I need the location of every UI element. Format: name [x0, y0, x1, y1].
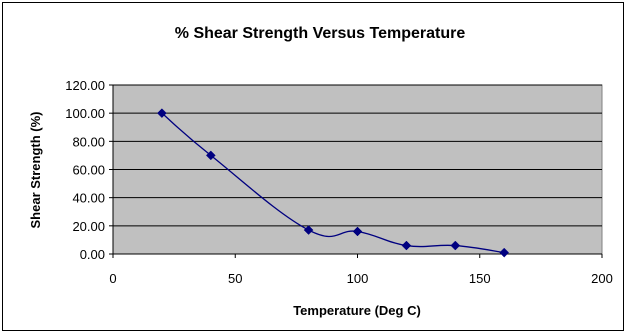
data-point-marker: [205, 150, 216, 161]
y-tick-label: 0.00: [80, 247, 105, 262]
y-tick-label: 40.00: [72, 191, 105, 206]
x-axis-title: Temperature (Deg C): [293, 303, 421, 318]
chart-title: % Shear Strength Versus Temperature: [175, 25, 466, 42]
y-tick-labels: 0.00 20.00 40.00 60.00 80.00 100.00 120.00: [65, 78, 105, 262]
y-tick-label: 100.00: [65, 106, 105, 121]
x-tick-label: 150: [469, 271, 491, 286]
y-tick-label: 80.00: [72, 134, 105, 149]
data-point-marker: [401, 240, 412, 251]
data-point-marker: [157, 108, 167, 119]
x-tick-label: 200: [591, 271, 613, 286]
series-group: [157, 108, 510, 258]
axes: [109, 84, 603, 258]
grid-lines: [113, 84, 602, 227]
data-point-marker: [303, 225, 314, 235]
y-tick-label: 60.00: [72, 163, 105, 178]
x-tick-label: 50: [228, 271, 242, 286]
y-tick-label: 20.00: [72, 219, 105, 234]
x-tick-labels: 0 50 100 150 200: [109, 271, 612, 286]
y-axis-title: Shear Strength (%): [28, 111, 43, 228]
x-tick-label: 100: [347, 271, 369, 286]
data-point-marker: [352, 226, 363, 237]
y-tick-label: 120.00: [65, 78, 105, 93]
data-point-marker: [450, 240, 461, 251]
data-point-marker: [499, 247, 510, 258]
x-tick-label: 0: [109, 271, 116, 286]
